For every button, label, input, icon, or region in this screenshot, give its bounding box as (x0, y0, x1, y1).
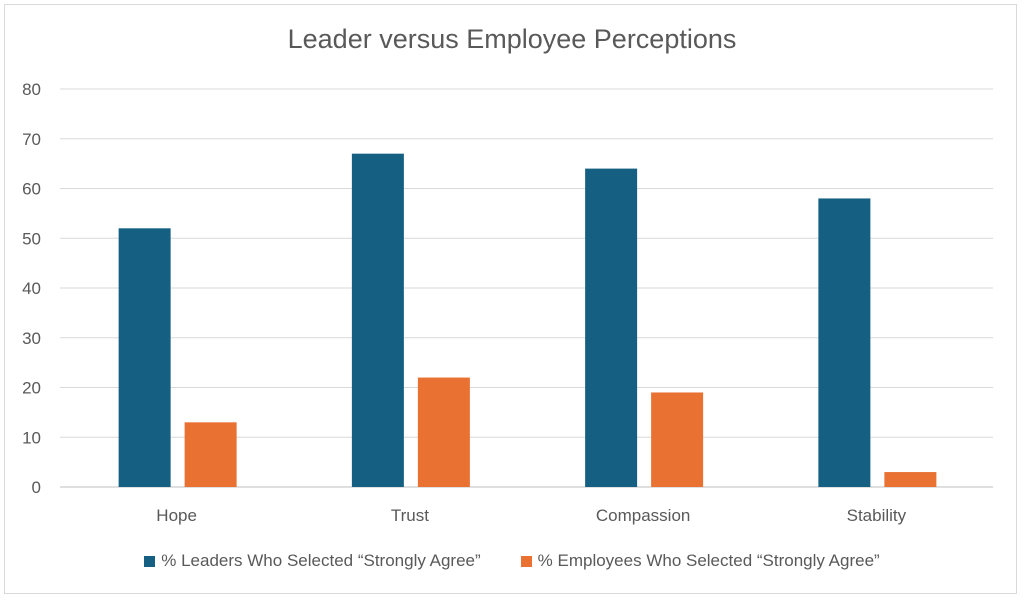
legend-item-employees: % Employees Who Selected “Strongly Agree… (520, 551, 880, 571)
legend-label-employees: % Employees Who Selected “Strongly Agree… (537, 551, 880, 570)
x-tick-label: Compassion (596, 506, 691, 525)
bar-leaders-trust (351, 153, 404, 488)
chart-frame (4, 4, 1017, 594)
chart-title: Leader versus Employee Perceptions (287, 24, 737, 54)
y-tick-label: 50 (22, 229, 41, 248)
y-tick-label: 60 (22, 180, 41, 199)
y-tick-label: 30 (22, 329, 41, 348)
y-tick-label: 20 (22, 379, 41, 398)
y-tick-label: 40 (22, 279, 41, 298)
y-tick-label: 70 (22, 130, 41, 149)
bar-employees-stability (884, 472, 937, 487)
legend-label-leaders: % Leaders Who Selected “Strongly Agree” (161, 551, 481, 570)
legend-item-leaders: % Leaders Who Selected “Strongly Agree” (144, 551, 481, 571)
bar-leaders-hope (118, 228, 171, 488)
y-tick-label: 80 (22, 80, 41, 99)
bar-leaders-compassion (585, 168, 638, 487)
x-tick-label: Stability (847, 506, 907, 525)
legend-swatch-employees (520, 555, 532, 567)
bar-leaders-stability (818, 198, 871, 487)
bar-employees-compassion (651, 392, 704, 487)
bar-employees-hope (184, 422, 237, 487)
x-tick-label: Trust (391, 506, 429, 525)
legend: % Leaders Who Selected “Strongly Agree” … (0, 551, 1024, 571)
bar-employees-trust (417, 377, 470, 487)
y-tick-label: 10 (22, 428, 41, 447)
y-tick-label: 0 (32, 478, 41, 497)
legend-swatch-leaders (144, 555, 156, 567)
x-tick-label: Hope (156, 506, 197, 525)
